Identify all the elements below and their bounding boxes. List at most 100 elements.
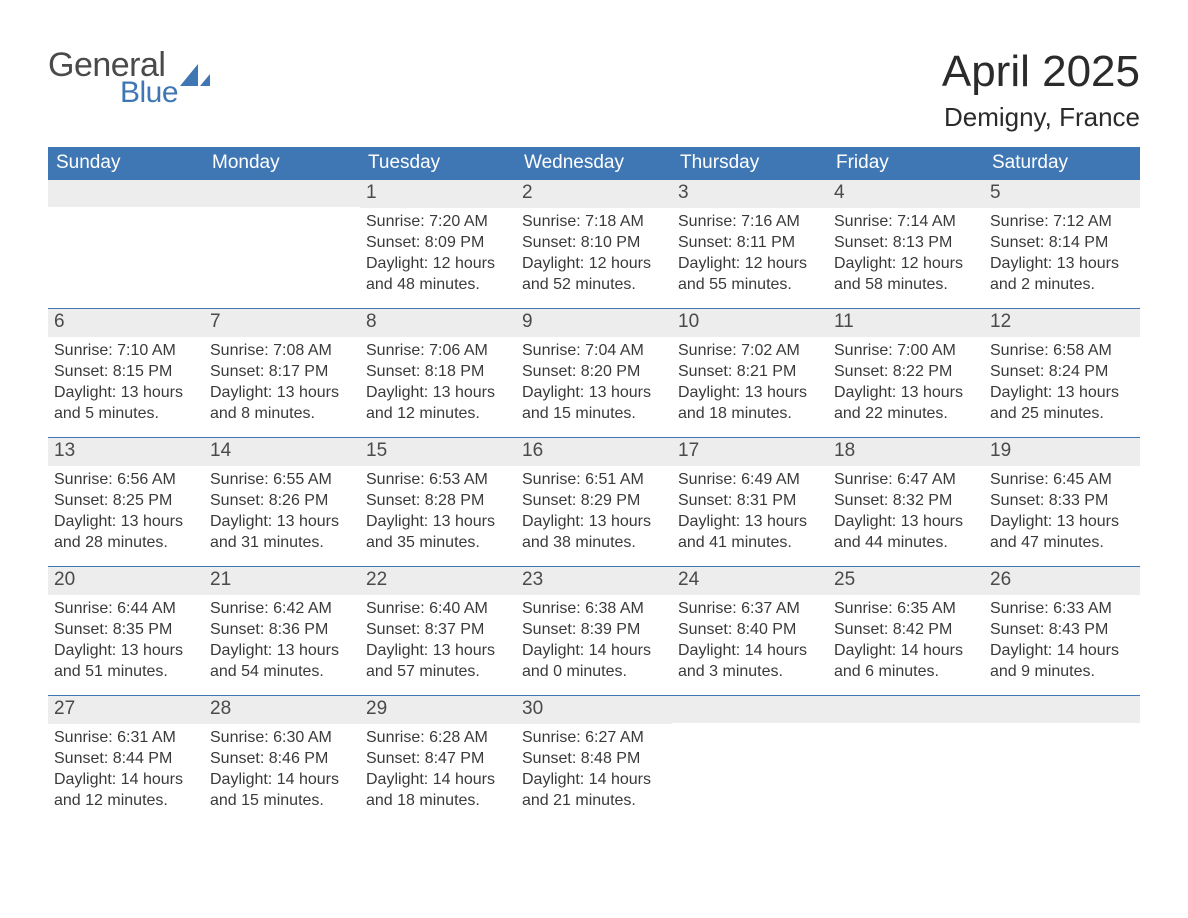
sunrise-label: Sunrise: [678,471,741,488]
day-cell [984,696,1140,824]
sunrise-value: 7:18 AM [585,213,644,230]
header-area: General Blue April 2025 Demigny, France [48,48,1140,133]
daylight-line: Daylight: 14 hours and 3 minutes. [678,641,822,683]
sunrise-line: Sunrise: 7:06 AM [366,341,510,362]
daylight-line: Daylight: 13 hours and 2 minutes. [990,254,1134,296]
daylight-label: Daylight: [990,255,1057,272]
sunrise-value: 7:02 AM [741,342,800,359]
day-number: 1 [360,180,516,208]
sunrise-label: Sunrise: [54,729,117,746]
day-cell: 16Sunrise: 6:51 AMSunset: 8:29 PMDayligh… [516,438,672,566]
day-cell: 18Sunrise: 6:47 AMSunset: 8:32 PMDayligh… [828,438,984,566]
day-number: 2 [516,180,672,208]
sunset-label: Sunset: [522,750,581,767]
day-cell: 23Sunrise: 6:38 AMSunset: 8:39 PMDayligh… [516,567,672,695]
sunrise-line: Sunrise: 6:35 AM [834,599,978,620]
day-number: 30 [516,696,672,724]
sunset-value: 8:29 PM [581,492,641,509]
daylight-label: Daylight: [522,642,589,659]
daylight-label: Daylight: [522,384,589,401]
sunrise-value: 7:20 AM [429,213,488,230]
sunset-value: 8:26 PM [269,492,329,509]
sunset-label: Sunset: [210,363,269,380]
daylight-line: Daylight: 13 hours and 51 minutes. [54,641,198,683]
day-number: 18 [828,438,984,466]
day-body: Sunrise: 7:16 AMSunset: 8:11 PMDaylight:… [672,208,828,305]
day-number: 26 [984,567,1140,595]
day-cell: 7Sunrise: 7:08 AMSunset: 8:17 PMDaylight… [204,309,360,437]
daylight-line: Daylight: 13 hours and 12 minutes. [366,383,510,425]
daylight-label: Daylight: [54,513,121,530]
day-cell: 4Sunrise: 7:14 AMSunset: 8:13 PMDaylight… [828,180,984,308]
weekday-header: Sunday [48,147,204,180]
week-row: 1Sunrise: 7:20 AMSunset: 8:09 PMDaylight… [48,180,1140,308]
sunrise-value: 6:33 AM [1053,600,1112,617]
day-cell [828,696,984,824]
sunset-label: Sunset: [834,363,893,380]
sunset-label: Sunset: [834,492,893,509]
daylight-line: Daylight: 12 hours and 58 minutes. [834,254,978,296]
daylight-label: Daylight: [54,642,121,659]
sunset-label: Sunset: [54,621,113,638]
sunset-label: Sunset: [54,750,113,767]
day-cell: 21Sunrise: 6:42 AMSunset: 8:36 PMDayligh… [204,567,360,695]
day-body: Sunrise: 6:27 AMSunset: 8:48 PMDaylight:… [516,724,672,821]
daylight-label: Daylight: [678,513,745,530]
sunrise-label: Sunrise: [522,213,585,230]
sunrise-value: 6:56 AM [117,471,176,488]
sunset-value: 8:15 PM [113,363,173,380]
sunset-line: Sunset: 8:10 PM [522,233,666,254]
day-cell: 20Sunrise: 6:44 AMSunset: 8:35 PMDayligh… [48,567,204,695]
daylight-line: Daylight: 13 hours and 28 minutes. [54,512,198,554]
day-body: Sunrise: 6:37 AMSunset: 8:40 PMDaylight:… [672,595,828,692]
daylight-line: Daylight: 13 hours and 57 minutes. [366,641,510,683]
day-body: Sunrise: 7:04 AMSunset: 8:20 PMDaylight:… [516,337,672,434]
day-number: 15 [360,438,516,466]
sunset-value: 8:10 PM [581,234,641,251]
day-number: 17 [672,438,828,466]
sunrise-line: Sunrise: 7:16 AM [678,212,822,233]
daylight-line: Daylight: 13 hours and 31 minutes. [210,512,354,554]
day-number: 24 [672,567,828,595]
daylight-label: Daylight: [834,384,901,401]
sunrise-label: Sunrise: [678,342,741,359]
sunset-label: Sunset: [990,621,1049,638]
daylight-label: Daylight: [678,642,745,659]
sunset-label: Sunset: [678,621,737,638]
sunset-value: 8:36 PM [269,621,329,638]
sunset-line: Sunset: 8:44 PM [54,749,198,770]
day-number: 8 [360,309,516,337]
sunrise-line: Sunrise: 6:53 AM [366,470,510,491]
sunrise-line: Sunrise: 7:14 AM [834,212,978,233]
day-body: Sunrise: 7:20 AMSunset: 8:09 PMDaylight:… [360,208,516,305]
day-number: 25 [828,567,984,595]
day-body: Sunrise: 7:06 AMSunset: 8:18 PMDaylight:… [360,337,516,434]
daylight-line: Daylight: 13 hours and 38 minutes. [522,512,666,554]
daylight-line: Daylight: 13 hours and 41 minutes. [678,512,822,554]
day-body: Sunrise: 6:35 AMSunset: 8:42 PMDaylight:… [828,595,984,692]
sunrise-label: Sunrise: [522,600,585,617]
weekday-header: Monday [204,147,360,180]
sunrise-line: Sunrise: 7:18 AM [522,212,666,233]
day-number: 23 [516,567,672,595]
sunrise-value: 6:35 AM [897,600,956,617]
day-cell: 28Sunrise: 6:30 AMSunset: 8:46 PMDayligh… [204,696,360,824]
sail-icon [178,62,212,88]
sunrise-value: 7:00 AM [897,342,956,359]
week-row: 6Sunrise: 7:10 AMSunset: 8:15 PMDaylight… [48,308,1140,437]
sunset-line: Sunset: 8:18 PM [366,362,510,383]
sunrise-line: Sunrise: 7:00 AM [834,341,978,362]
sunset-value: 8:24 PM [1049,363,1109,380]
sunrise-value: 6:27 AM [585,729,644,746]
daylight-label: Daylight: [834,513,901,530]
sunset-label: Sunset: [834,621,893,638]
day-cell: 13Sunrise: 6:56 AMSunset: 8:25 PMDayligh… [48,438,204,566]
sunset-line: Sunset: 8:14 PM [990,233,1134,254]
sunrise-line: Sunrise: 6:44 AM [54,599,198,620]
daylight-line: Daylight: 14 hours and 6 minutes. [834,641,978,683]
day-body: Sunrise: 6:47 AMSunset: 8:32 PMDaylight:… [828,466,984,563]
sunrise-label: Sunrise: [834,600,897,617]
daylight-label: Daylight: [366,771,433,788]
sunrise-value: 6:42 AM [273,600,332,617]
sunset-line: Sunset: 8:33 PM [990,491,1134,512]
